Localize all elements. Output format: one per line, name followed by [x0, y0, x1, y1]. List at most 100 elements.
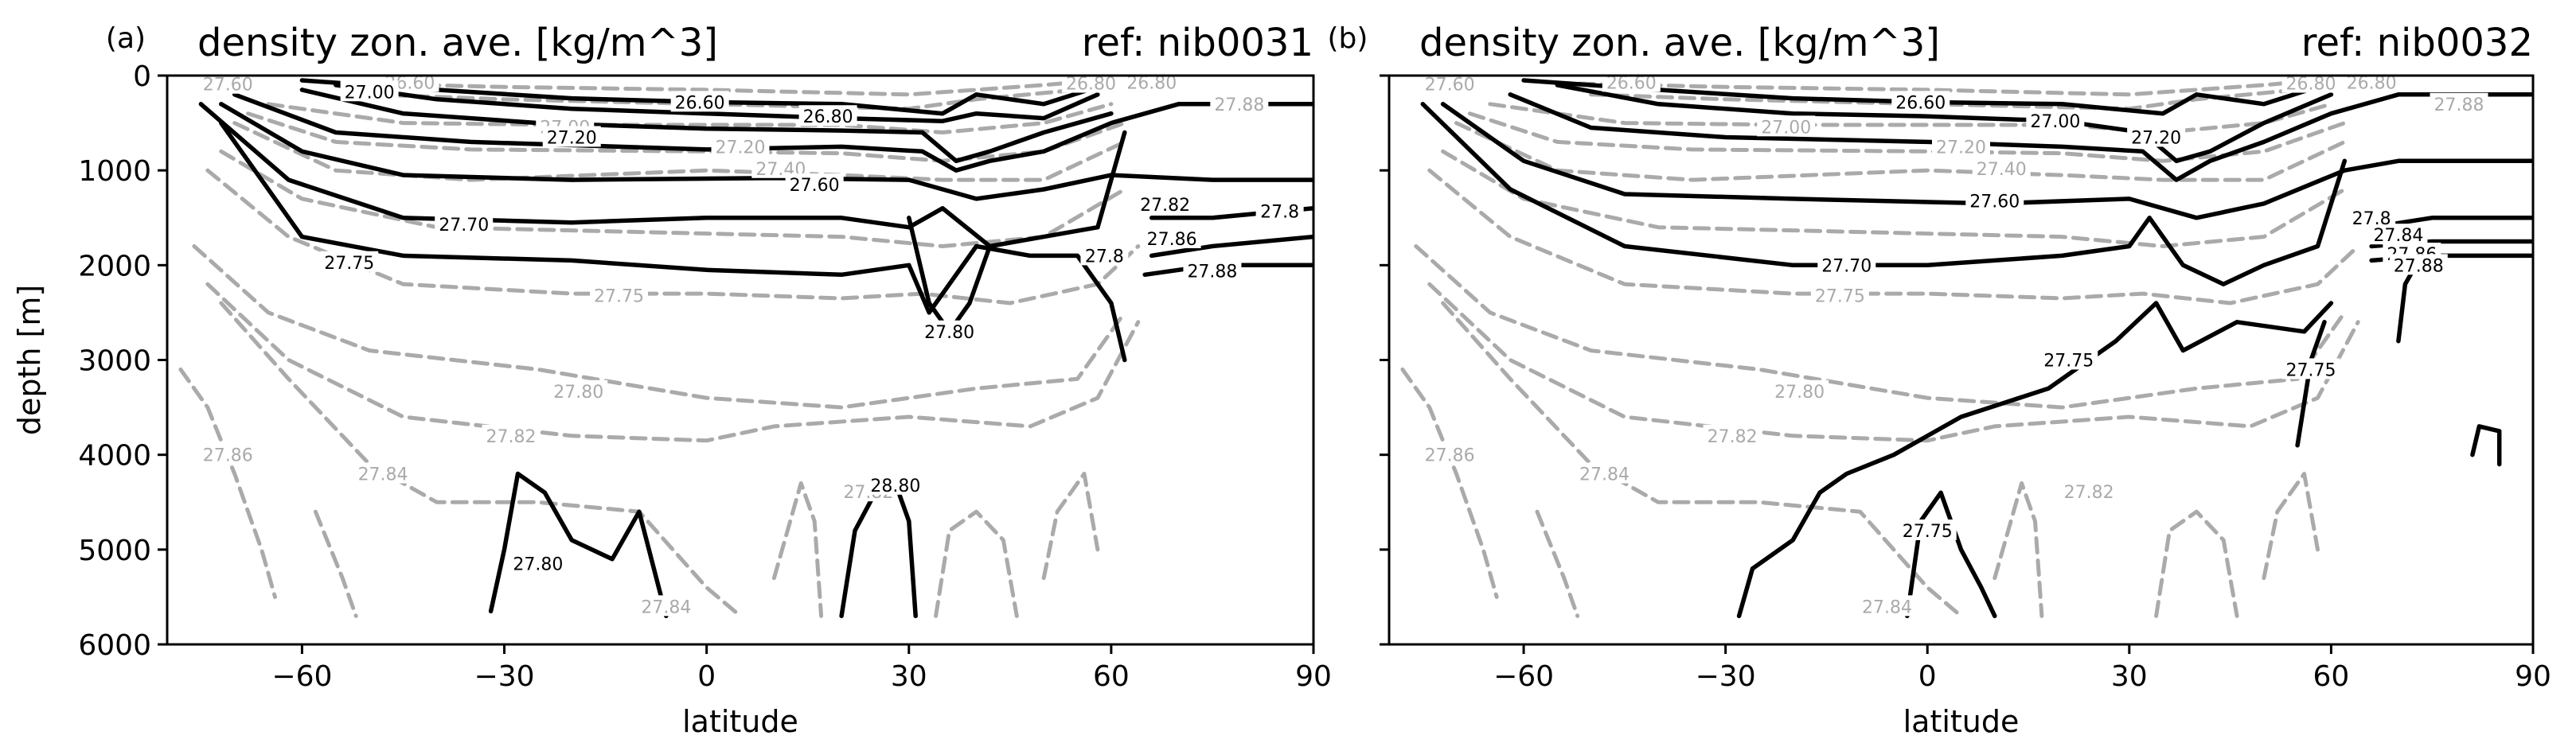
axes-frame: [1388, 74, 2535, 646]
x-tick-label: 30: [2111, 660, 2148, 693]
model-contour-label: 27.82: [1140, 196, 1190, 216]
reference-contour-13: [2154, 509, 2239, 618]
model-contour-label: 27.86: [1147, 230, 1197, 250]
model-label-bg: [1255, 200, 1304, 221]
model-contour-label: 27.75: [2043, 352, 2094, 372]
x-tick-label: −30: [1696, 660, 1756, 693]
reference-label-bg: [482, 424, 541, 446]
reference-contour-8: [205, 282, 1141, 443]
panel-a: 27.6026.6026.8026.8027.8827.0027.2027.40…: [12, 21, 1332, 739]
reference-contour-12: [1992, 481, 2044, 618]
reference-contour-0: [334, 78, 1100, 97]
model-contour-6: [1905, 490, 1997, 619]
model-label-bg: [866, 473, 925, 495]
model-contour-label: 27.8: [1085, 247, 1124, 267]
reference-label-bg: [2281, 76, 2340, 93]
reference-contour-label: 27.60: [1425, 76, 1475, 95]
panel-letter: (b): [1328, 22, 1368, 55]
reference-contour-14: [2262, 472, 2320, 581]
reference-contour-2: [266, 102, 1114, 134]
reference-contour-11: [313, 509, 358, 618]
reference-label-bg: [1858, 595, 1917, 617]
reference-contour-label: 27.00: [1761, 118, 1811, 138]
reference-label-bg: [1420, 76, 1479, 94]
x-tick-label: 30: [891, 660, 927, 693]
y-tick-label: 4000: [78, 440, 151, 473]
model-label-bg: [1080, 244, 1129, 266]
model-label-bg: [1965, 189, 2024, 211]
x-tick-label: −60: [271, 660, 332, 693]
reference-contour-6: [205, 168, 1141, 305]
model-contour-2: [1508, 92, 2533, 182]
model-contour-6: [219, 120, 1127, 363]
reference-contour-label: 27.86: [1425, 446, 1475, 466]
model-label-bg: [542, 126, 601, 147]
reference-contour-8: [1427, 282, 2360, 443]
reference-contour-label: 27.82: [486, 427, 537, 447]
model-contour-7: [2295, 320, 2327, 448]
reference-label-bg: [1810, 284, 1869, 305]
reference-contour-label: 27.75: [594, 286, 644, 306]
x-tick-label: −30: [474, 660, 535, 693]
reference-label-bg: [2059, 481, 2118, 502]
model-label-bg: [798, 105, 857, 126]
model-contour-label: 27.80: [924, 323, 974, 343]
reference-contour-label: 27.20: [716, 138, 766, 158]
model-contour-label: 27.20: [2131, 128, 2181, 148]
model-label-bg: [509, 552, 568, 574]
x-tick-label: 0: [1918, 660, 1937, 693]
model-contour-4: [1420, 102, 2348, 286]
model-contour-0: [299, 78, 1100, 116]
reference-contour-13: [934, 509, 1019, 618]
model-label-bg: [2389, 254, 2448, 275]
reference-contour-label: 26.60: [1606, 73, 1657, 93]
panel-letter: (a): [106, 22, 146, 55]
x-axis-label: latitude: [1903, 704, 2020, 739]
model-label-bg: [785, 173, 844, 195]
reference-contour-9: [219, 301, 743, 618]
model-contour-label: 27.00: [2030, 112, 2080, 132]
model-label-bg: [920, 320, 979, 341]
x-axis-label: latitude: [682, 704, 798, 739]
panel-title: density zon. ave. [kg/m^3]: [197, 21, 718, 65]
reference-contour-label: 27.82: [2064, 483, 2114, 503]
reference-contour-5: [1441, 149, 2347, 248]
panel-ref-label: ref: nib0031: [1082, 21, 1313, 65]
reference-contour-6: [1427, 168, 2360, 305]
model-contour-label: 27.8: [2352, 209, 2391, 229]
reference-label-bg: [637, 595, 696, 617]
model-label-bg: [2026, 110, 2085, 131]
reference-contour-label: 27.86: [203, 446, 253, 466]
reference-contour-3: [1467, 111, 2347, 163]
model-contour-label: 26.80: [803, 107, 853, 127]
model-label-bg: [2348, 206, 2396, 228]
model-contour-label: 27.8: [1260, 202, 1299, 222]
reference-contour-label: 27.88: [2434, 95, 2484, 115]
y-tick-label: 1000: [78, 155, 151, 188]
model-contour-label: 27.80: [513, 555, 563, 575]
x-tick-label: 60: [1093, 660, 1130, 693]
reference-label-bg: [549, 379, 608, 401]
reference-label-bg: [590, 284, 649, 305]
reference-label-bg: [1210, 92, 1269, 114]
reference-contour-label: 26.80: [1126, 73, 1177, 93]
model-label-bg: [1898, 519, 1957, 540]
y-tick-label: 2000: [78, 250, 151, 282]
model-contour-4: [219, 102, 1313, 201]
reference-label-bg: [1757, 115, 1816, 137]
reference-label-bg: [1061, 76, 1120, 93]
reference-contour-9: [1441, 301, 1963, 618]
reference-contour-10: [1400, 367, 1499, 599]
reference-contour-label: 27.84: [1862, 597, 1912, 617]
model-label-bg: [2039, 348, 2098, 370]
reference-contour-label: 27.80: [553, 383, 603, 403]
reference-contour-12: [771, 481, 824, 618]
x-tick-label: 60: [2313, 660, 2350, 693]
reference-contour-14: [1041, 472, 1100, 581]
y-tick-label: 0: [133, 60, 151, 93]
reference-contour-10: [178, 367, 277, 599]
reference-contour-label: 27.20: [1936, 138, 1986, 158]
y-axis-label: depth [m]: [12, 285, 47, 435]
y-tick-label: 5000: [78, 535, 151, 567]
